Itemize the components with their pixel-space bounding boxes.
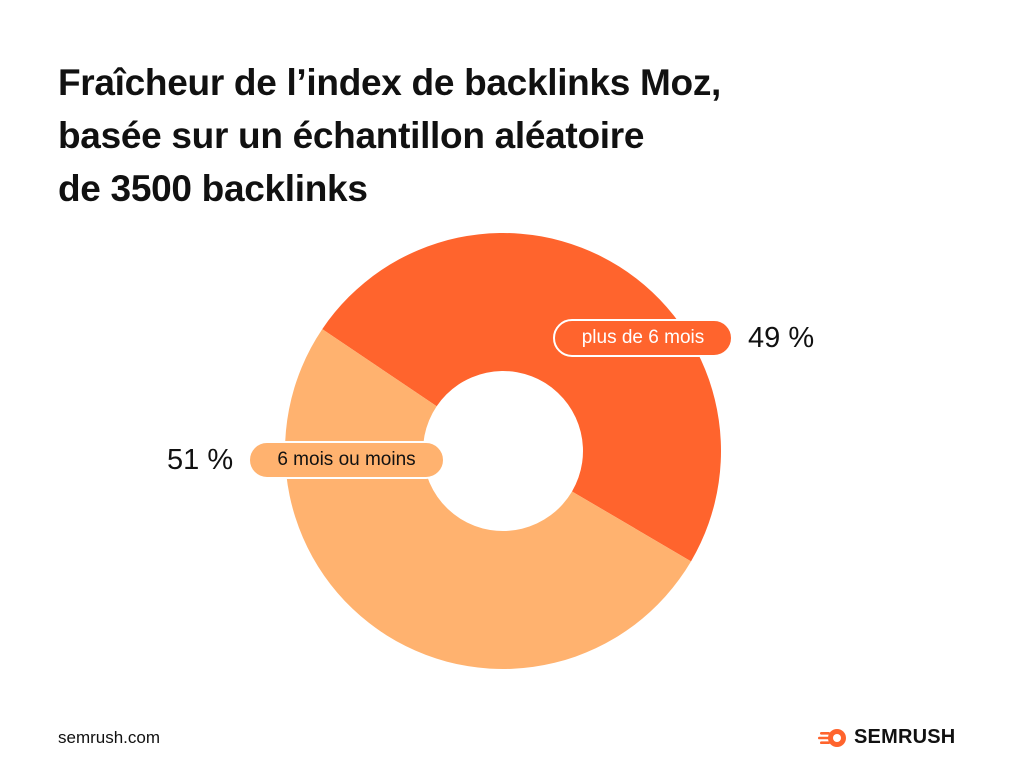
semrush-flame-icon <box>818 728 846 747</box>
slice-6-mois-ou-moins <box>284 329 692 670</box>
slice-value-6-mois-ou-moins: 51 % <box>167 444 234 476</box>
slice-label-plus-de-6-mois: plus de 6 mois <box>553 319 733 357</box>
brand-name: SEMRUSH <box>854 726 956 748</box>
footer-site: semrush.com <box>58 728 161 747</box>
slice-value-plus-de-6-mois: 49 % <box>748 322 815 354</box>
chart-title: Fraîcheur de l’index de backlinks Moz, b… <box>58 62 722 209</box>
slice-plus-de-6-mois <box>322 233 721 562</box>
slice-label-6-mois-ou-moins: 6 mois ou moins <box>248 441 445 479</box>
brand-logo: SEMRUSH <box>818 726 955 749</box>
